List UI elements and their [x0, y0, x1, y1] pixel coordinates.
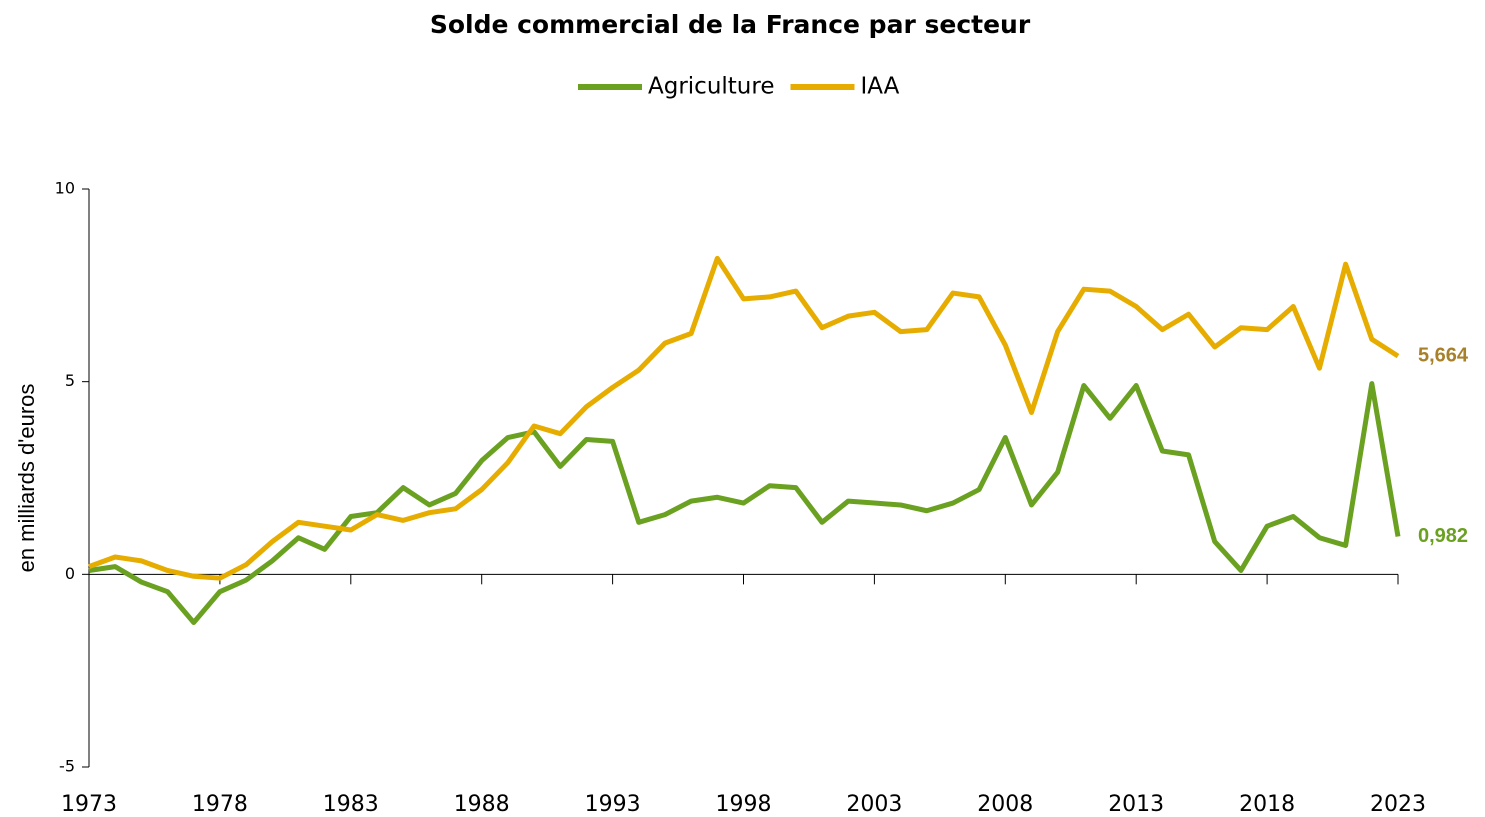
value-label: 5,664 — [1418, 344, 1469, 366]
legend-label: IAA — [861, 74, 900, 100]
x-tick-label: 1973 — [61, 792, 117, 817]
y-axis-label: en milliards d'euros — [14, 384, 39, 573]
y-tick-label: 5 — [65, 371, 75, 390]
x-tick-label: 2013 — [1108, 792, 1164, 817]
value-label: 0,982 — [1418, 525, 1468, 547]
y-tick-label: -5 — [59, 757, 75, 776]
x-tick-label: 2023 — [1370, 792, 1426, 817]
y-tick-label: 0 — [65, 564, 75, 583]
x-tick-label: 1978 — [192, 792, 248, 817]
x-tick-label: 1993 — [585, 792, 641, 817]
chart-title: Solde commercial de la France par secteu… — [430, 10, 1031, 39]
y-tick-label: 10 — [55, 179, 75, 198]
x-tick-label: 2018 — [1239, 792, 1295, 817]
line-series — [88, 255, 1400, 581]
x-tick-label: 1983 — [323, 792, 379, 817]
x-tick-label: 2003 — [846, 792, 902, 817]
line-series — [88, 381, 1401, 625]
x-tick-label: 1998 — [716, 792, 772, 817]
x-tick-label: 2008 — [977, 792, 1033, 817]
legend-label: Agriculture — [648, 74, 775, 100]
x-tick-label: 1988 — [454, 792, 510, 817]
